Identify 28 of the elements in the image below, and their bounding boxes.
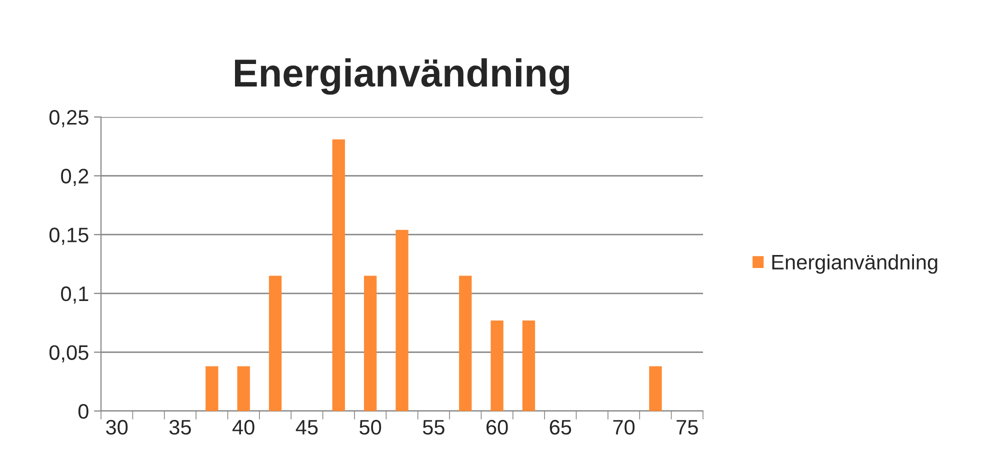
bar [522, 320, 536, 411]
y-tick-label: 0,15 [49, 228, 88, 245]
x-tick-label: 50 [360, 420, 382, 435]
y-tick-label: 0,05 [49, 345, 88, 362]
chart-title: Energianvändning [234, 58, 570, 95]
x-tick-label: 55 [422, 420, 444, 435]
y-tick-label: 0,1 [61, 286, 88, 304]
x-tick-label: 70 [613, 420, 635, 435]
x-tick-label: 45 [296, 420, 318, 435]
x-tick-label: 65 [550, 420, 572, 435]
bar [490, 320, 504, 411]
y-tick-label: 0,25 [49, 110, 88, 128]
bar [649, 366, 662, 411]
legend-label: Energianvändning [772, 254, 938, 274]
x-tick-label: 35 [169, 420, 191, 435]
x-tick-label: 40 [232, 420, 254, 435]
bar [459, 276, 472, 411]
y-tick-label: 0,2 [61, 168, 88, 186]
bar [396, 230, 408, 411]
x-tick-label: 30 [106, 420, 128, 435]
x-tick-label: 60 [486, 420, 508, 435]
bar [206, 366, 218, 411]
bar [237, 366, 250, 411]
bar [364, 276, 377, 411]
bar [332, 139, 345, 411]
x-tick-label: 75 [676, 420, 698, 435]
bar [268, 276, 282, 411]
y-tick-label: 0 [78, 404, 88, 419]
